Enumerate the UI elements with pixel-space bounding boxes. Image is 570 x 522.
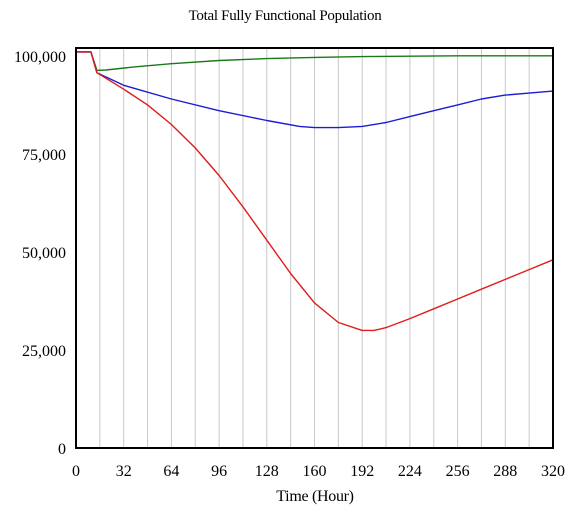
x-tick-label: 224 (398, 463, 422, 480)
x-tick-label: 288 (493, 463, 517, 480)
gridlines (99, 48, 530, 448)
x-tick-label: 0 (72, 463, 80, 480)
series-line-2 (76, 51, 554, 129)
y-tick-label: 75,000 (22, 147, 66, 164)
x-tick-label: 64 (163, 463, 179, 480)
series-line-3 (76, 51, 554, 332)
x-tick-label: 96 (211, 463, 227, 480)
x-tick-label: 192 (350, 463, 374, 480)
axis-ticks: 0 32 64 96 128 160 192 224 256 288 320 0 25,000 50,00… (14, 49, 565, 480)
y-tick-label: 50,000 (22, 245, 66, 262)
chart-title: Total Fully Functional Population (188, 8, 382, 24)
x-tick-label: 256 (446, 463, 470, 480)
x-axis-title: Time (Hour) (276, 488, 354, 505)
x-tick-label: 320 (541, 463, 565, 480)
y-tick-label: 100,000 (14, 49, 66, 66)
y-tick-label: 25,000 (22, 343, 66, 360)
y-tick-label: 0 (58, 441, 66, 458)
series-lines (76, 51, 554, 332)
series-line-1 (76, 51, 553, 72)
x-tick-label: 128 (255, 463, 279, 480)
plot-frame (75, 47, 554, 449)
x-tick-label: 32 (116, 463, 132, 480)
x-tick-label: 160 (303, 463, 327, 480)
